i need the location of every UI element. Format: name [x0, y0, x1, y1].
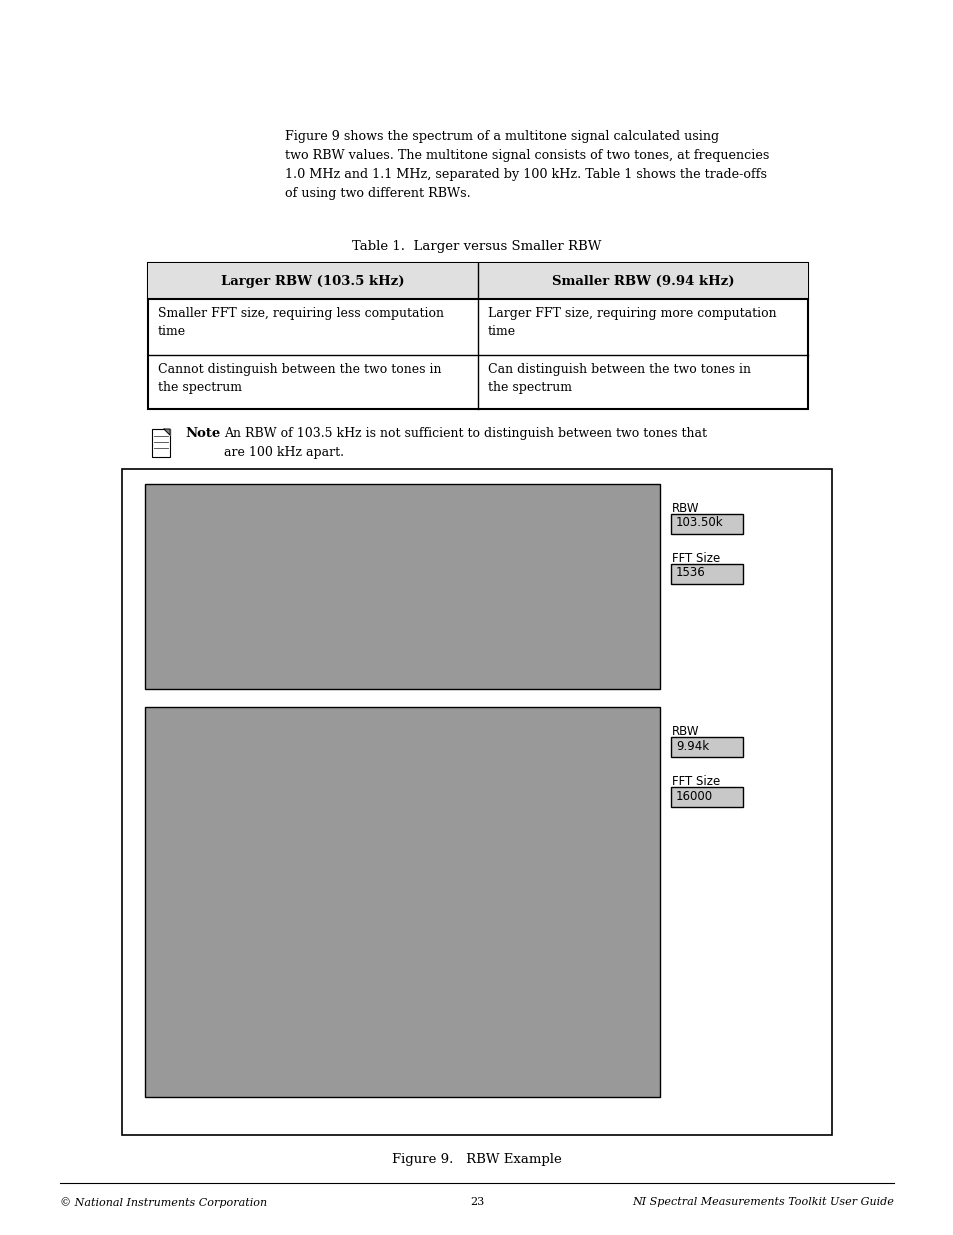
Text: 103.50k: 103.50k [676, 516, 723, 530]
Text: Smaller RBW (9.94 kHz): Smaller RBW (9.94 kHz) [551, 274, 734, 288]
Text: An RBW of 103.5 kHz is not sufficient to distinguish between two tones that
are : An RBW of 103.5 kHz is not sufficient to… [224, 427, 706, 459]
Text: FFT Size: FFT Size [671, 552, 720, 564]
Text: NI Spectral Measurements Toolkit User Guide: NI Spectral Measurements Toolkit User Gu… [632, 1197, 893, 1207]
Y-axis label: Magnitude: Magnitude [140, 866, 151, 920]
X-axis label: Frequency: Frequency [394, 680, 447, 690]
Bar [145, 484, 659, 689]
Text: Note: Note [185, 427, 220, 440]
FancyBboxPatch shape [670, 737, 742, 757]
Text: Can distinguish between the two tones in
the spectrum: Can distinguish between the two tones in… [488, 363, 750, 394]
Text: RBW: RBW [671, 725, 699, 739]
Text: Table 1.  Larger versus Smaller RBW: Table 1. Larger versus Smaller RBW [352, 240, 601, 253]
Bar [152, 429, 170, 457]
Text: Smaller FFT size, requiring less computation
time: Smaller FFT size, requiring less computa… [158, 308, 443, 338]
Polygon shape [164, 429, 170, 435]
Text: Figure 9.   RBW Example: Figure 9. RBW Example [392, 1153, 561, 1166]
FancyBboxPatch shape [670, 564, 742, 584]
Text: FFT Size: FFT Size [671, 776, 720, 788]
Text: Figure 9 shows the spectrum of a multitone signal calculated using
two RBW value: Figure 9 shows the spectrum of a multito… [285, 130, 768, 200]
Bar [145, 706, 659, 1097]
Text: Larger FFT size, requiring more computation
time: Larger FFT size, requiring more computat… [488, 308, 776, 338]
Y-axis label: Magnitude: Magnitude [140, 550, 151, 605]
Bar [148, 263, 807, 409]
X-axis label: Frequency: Frequency [394, 1088, 447, 1098]
Text: © National Instruments Corporation: © National Instruments Corporation [60, 1197, 267, 1208]
Text: 1536: 1536 [676, 567, 705, 579]
FancyBboxPatch shape [670, 514, 742, 534]
Text: 9.94k: 9.94k [676, 740, 708, 752]
Text: Cannot distinguish between the two tones in
the spectrum: Cannot distinguish between the two tones… [158, 363, 441, 394]
Text: 23: 23 [470, 1197, 483, 1207]
FancyBboxPatch shape [670, 787, 742, 806]
Text: 16000: 16000 [676, 789, 713, 803]
Text: Larger RBW (103.5 kHz): Larger RBW (103.5 kHz) [221, 274, 404, 288]
Bar [122, 469, 831, 1135]
Bar [148, 263, 807, 299]
Text: RBW: RBW [671, 501, 699, 515]
